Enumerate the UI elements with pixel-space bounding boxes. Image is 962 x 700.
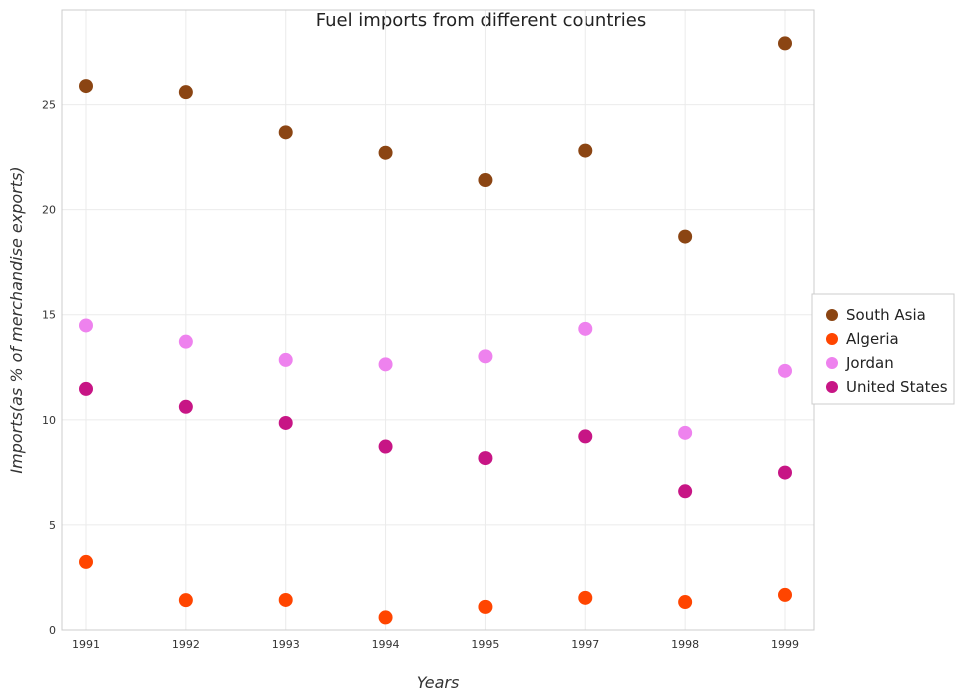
data-point	[79, 79, 93, 94]
x-tick-label: 1995	[471, 638, 499, 651]
data-point	[778, 587, 792, 602]
data-point	[478, 349, 493, 364]
y-axis-label: Imports(as % of merchandise exports)	[7, 166, 26, 473]
data-point	[178, 334, 193, 349]
plot-area	[61, 9, 815, 631]
x-tick-label: 1999	[771, 638, 799, 651]
data-point	[79, 381, 93, 396]
legend: South Asia Algeria Jordan United States	[811, 293, 955, 405]
grid-lines	[62, 10, 814, 631]
data-point	[478, 599, 493, 614]
data-point	[278, 592, 293, 607]
chart-title: Fuel imports from different countries	[316, 10, 647, 31]
legend-label: South Asia	[846, 306, 926, 324]
x-tick-label: 1993	[272, 638, 300, 651]
y-tick-label: 25	[42, 99, 56, 112]
data-point	[578, 143, 593, 158]
series-jordan	[79, 318, 792, 440]
y-tick-labels: 0 5 10 15 20 25	[42, 99, 56, 637]
data-point	[378, 357, 393, 372]
data-point	[778, 363, 792, 378]
data-points	[79, 36, 792, 625]
y-tick-label: 5	[49, 519, 56, 532]
data-point	[178, 399, 193, 414]
data-point	[478, 451, 493, 466]
legend-marker	[826, 309, 838, 321]
legend-label: United States	[846, 378, 948, 396]
data-point	[79, 554, 93, 569]
data-point	[278, 415, 293, 430]
x-axis-label: Years	[417, 673, 460, 692]
x-tick-label: 1997	[571, 638, 599, 651]
y-tick-label: 10	[42, 414, 56, 427]
x-tick-labels: 1991 1992 1993 1994 1995 1997 1998 1999	[72, 638, 799, 651]
legend-label: Algeria	[846, 330, 899, 348]
x-tick-label: 1992	[172, 638, 200, 651]
x-tick-label: 1994	[372, 638, 400, 651]
y-tick-label: 0	[49, 624, 56, 637]
legend-marker	[826, 357, 838, 369]
data-point	[378, 145, 393, 160]
data-point	[378, 439, 393, 454]
data-point	[578, 590, 593, 605]
data-point	[778, 36, 792, 51]
data-point	[178, 593, 193, 608]
y-tick-label: 15	[42, 309, 56, 322]
data-point	[478, 173, 493, 188]
legend-label: Jordan	[845, 354, 894, 372]
legend-marker	[826, 333, 838, 345]
data-point	[578, 429, 593, 444]
x-tick-label: 1998	[671, 638, 699, 651]
data-point	[678, 229, 693, 244]
data-point	[178, 85, 193, 100]
data-point	[778, 465, 792, 480]
y-tick-label: 20	[42, 204, 56, 217]
series-algeria	[79, 554, 792, 625]
series-south-asia	[79, 36, 792, 244]
data-point	[578, 321, 593, 336]
data-point	[678, 484, 693, 499]
data-point	[678, 425, 693, 440]
data-point	[378, 610, 393, 625]
x-tick-label: 1991	[72, 638, 100, 651]
series-united-states	[79, 381, 792, 499]
data-point	[278, 125, 293, 140]
legend-marker	[826, 381, 838, 393]
data-point	[678, 595, 693, 610]
data-point	[79, 318, 93, 333]
data-point	[278, 352, 293, 367]
